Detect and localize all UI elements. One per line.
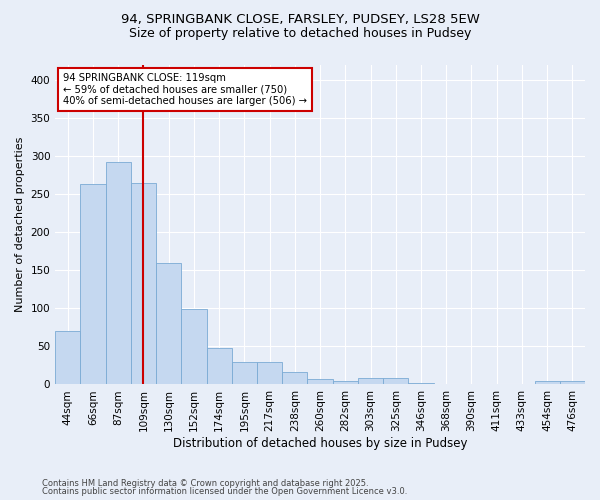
Bar: [131, 183, 156, 384]
Bar: [383, 378, 409, 384]
Bar: [55, 331, 80, 384]
Bar: [282, 372, 307, 384]
Bar: [257, 362, 282, 384]
Text: Contains HM Land Registry data © Crown copyright and database right 2025.: Contains HM Land Registry data © Crown c…: [42, 478, 368, 488]
Bar: [181, 309, 206, 384]
Text: 94, SPRINGBANK CLOSE, FARSLEY, PUDSEY, LS28 5EW: 94, SPRINGBANK CLOSE, FARSLEY, PUDSEY, L…: [121, 12, 479, 26]
Text: 94 SPRINGBANK CLOSE: 119sqm
← 59% of detached houses are smaller (750)
40% of se: 94 SPRINGBANK CLOSE: 119sqm ← 59% of det…: [63, 72, 307, 106]
Bar: [358, 378, 383, 384]
Bar: [206, 348, 232, 385]
Bar: [80, 184, 106, 384]
Text: Contains public sector information licensed under the Open Government Licence v3: Contains public sector information licen…: [42, 487, 407, 496]
Text: Size of property relative to detached houses in Pudsey: Size of property relative to detached ho…: [129, 28, 471, 40]
Bar: [232, 362, 257, 384]
Y-axis label: Number of detached properties: Number of detached properties: [15, 137, 25, 312]
Bar: [106, 162, 131, 384]
Bar: [409, 383, 434, 384]
Bar: [332, 380, 358, 384]
Bar: [535, 382, 560, 384]
Bar: [156, 263, 181, 384]
X-axis label: Distribution of detached houses by size in Pudsey: Distribution of detached houses by size …: [173, 437, 467, 450]
Bar: [560, 382, 585, 384]
Bar: [307, 379, 332, 384]
